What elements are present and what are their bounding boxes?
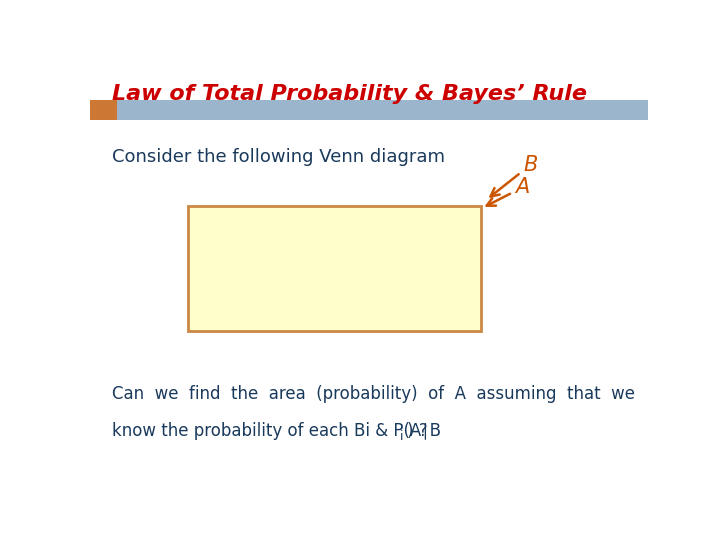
Text: Consider the following Venn diagram: Consider the following Venn diagram — [112, 148, 445, 166]
Bar — [90, 100, 117, 120]
Text: know the probability of each Bi & P(A∣B: know the probability of each Bi & P(A∣B — [112, 422, 441, 441]
Text: ) ?: ) ? — [407, 422, 428, 441]
Text: Law of Total Probability & Bayes’ Rule: Law of Total Probability & Bayes’ Rule — [112, 84, 588, 104]
Text: Can  we  find  the  area  (probability)  of  A  assuming  that  we: Can we find the area (probability) of A … — [112, 385, 635, 403]
Text: B: B — [490, 154, 538, 197]
Text: A: A — [487, 178, 530, 206]
Bar — [188, 206, 480, 331]
Bar — [90, 100, 648, 120]
Text: i: i — [400, 430, 403, 443]
